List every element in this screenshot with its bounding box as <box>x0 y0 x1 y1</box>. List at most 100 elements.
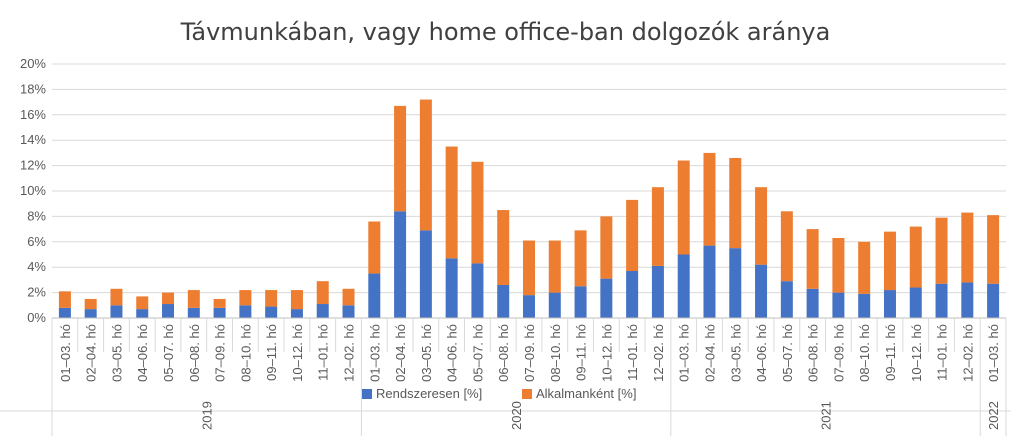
x-tick-label: 02–04. hó <box>84 324 99 382</box>
x-tick-label: 09–11. hó <box>574 324 589 381</box>
bar-rendszeresen <box>110 305 123 318</box>
y-tick-label: 20% <box>20 56 46 71</box>
x-tick-label: 08–10. hó <box>548 324 563 382</box>
y-tick-label: 0% <box>27 310 46 325</box>
bar-alkalmankent <box>316 281 329 305</box>
x-tick-label: 05–07. hó <box>161 324 176 382</box>
x-tick-label: 12–02. hó <box>342 324 357 382</box>
x-tick-label: 02–04. hó <box>702 324 717 382</box>
x-tick-label: 06–08. hó <box>806 324 821 382</box>
bar-rendszeresen <box>600 278 613 318</box>
bar-alkalmankent <box>909 226 922 288</box>
bar-rendszeresen <box>755 264 768 318</box>
bar-alkalmankent <box>239 290 252 306</box>
x-tick-label: 09–11. hó <box>883 324 898 381</box>
bar-rendszeresen <box>574 286 587 318</box>
bar-rendszeresen <box>239 305 252 318</box>
bar-alkalmankent <box>755 187 768 265</box>
x-tick-label: 11–01. hó <box>625 324 640 381</box>
y-tick-label: 12% <box>20 158 46 173</box>
bar-rendszeresen <box>84 309 97 318</box>
x-tick-label: 05–07. hó <box>780 324 795 382</box>
bar-rendszeresen <box>703 245 716 318</box>
bar-rendszeresen <box>187 307 200 318</box>
bar-alkalmankent <box>110 288 123 306</box>
y-tick-label: 18% <box>20 81 46 96</box>
bar-rendszeresen <box>729 248 742 318</box>
x-tick-label: 06–08. hó <box>496 324 511 382</box>
bar-alkalmankent <box>265 290 278 307</box>
x-tick-label: 07–09. hó <box>213 324 228 382</box>
bar-rendszeresen <box>651 265 664 318</box>
bar-alkalmankent <box>523 240 535 296</box>
x-tick-label: 03–05. hó <box>419 324 434 382</box>
x-tick-label: 01–03. hó <box>367 324 382 382</box>
x-tick-label: 11–01. hó <box>935 324 950 381</box>
x-tick-label: 06–08. hó <box>187 324 202 382</box>
y-tick-label: 10% <box>20 183 46 198</box>
bar-rendszeresen <box>419 230 432 318</box>
x-tick-label: 04–06. hó <box>445 324 460 382</box>
legend-label-alkalmankent: Alkalmanként [%] <box>536 386 636 401</box>
bar-alkalmankent <box>342 288 355 306</box>
bar-rendszeresen <box>394 211 407 318</box>
x-tick-label: 07–09. hó <box>831 324 846 382</box>
legend-swatch-rendszeresen <box>362 389 372 399</box>
bar-rendszeresen <box>342 305 355 318</box>
year-label: 2022 <box>986 401 1001 430</box>
bar-rendszeresen <box>909 287 922 318</box>
bar-rendszeresen <box>316 304 329 318</box>
bar-rendszeresen <box>136 309 149 318</box>
bar-alkalmankent <box>858 241 871 294</box>
bar-alkalmankent <box>703 152 716 246</box>
year-label: 2020 <box>509 401 524 430</box>
bar-rendszeresen <box>858 293 871 318</box>
x-tick-label: 08–10. hó <box>857 324 872 382</box>
bar-rendszeresen <box>265 306 278 318</box>
x-tick-label: 04–06. hó <box>135 324 150 382</box>
bar-rendszeresen <box>961 282 974 318</box>
bar-rendszeresen <box>471 263 484 318</box>
bar-rendszeresen <box>626 271 639 318</box>
x-tick-label: 01–03. hó <box>677 324 692 382</box>
bar-alkalmankent <box>58 291 71 308</box>
bar-alkalmankent <box>806 229 819 289</box>
bar-rendszeresen <box>548 292 561 318</box>
bar-alkalmankent <box>883 231 896 291</box>
bar-alkalmankent <box>445 146 458 259</box>
bar-rendszeresen <box>780 281 793 318</box>
x-tick-label: 10–12. hó <box>290 324 305 382</box>
bar-rendszeresen <box>677 254 690 318</box>
bar-rendszeresen <box>497 284 510 318</box>
y-tick-label: 4% <box>27 259 46 274</box>
x-tick-label: 04–06. hó <box>754 324 769 382</box>
bar-rendszeresen <box>445 258 458 318</box>
x-tick-label: 10–12. hó <box>599 324 614 382</box>
y-tick-label: 8% <box>27 208 46 223</box>
x-tick-label: 01–03. hó <box>58 324 73 382</box>
bar-alkalmankent <box>961 212 974 283</box>
y-tick-label: 14% <box>20 132 46 147</box>
bar-rendszeresen <box>162 304 175 318</box>
bar-alkalmankent <box>84 298 97 310</box>
bar-alkalmankent <box>626 199 639 272</box>
bar-alkalmankent <box>162 292 175 305</box>
bar-rendszeresen <box>883 290 896 318</box>
legend-label-rendszeresen: Rendszeresen [%] <box>376 386 482 401</box>
x-tick-label: 10–12. hó <box>909 324 924 382</box>
x-tick-label: 08–10. hó <box>238 324 253 382</box>
x-tick-label: 12–02. hó <box>651 324 666 382</box>
bar-rendszeresen <box>368 273 381 318</box>
bar-alkalmankent <box>497 210 510 285</box>
bar-alkalmankent <box>832 237 845 293</box>
bar-alkalmankent <box>471 161 484 264</box>
bar-alkalmankent <box>419 99 432 231</box>
x-tick-label: 01–03. hó <box>986 324 1001 382</box>
bar-rendszeresen <box>935 283 948 318</box>
x-tick-label: 07–09. hó <box>522 324 537 382</box>
bar-alkalmankent <box>548 240 561 293</box>
bar-rendszeresen <box>987 283 1000 318</box>
x-tick-label: 11–01. hó <box>316 324 331 381</box>
